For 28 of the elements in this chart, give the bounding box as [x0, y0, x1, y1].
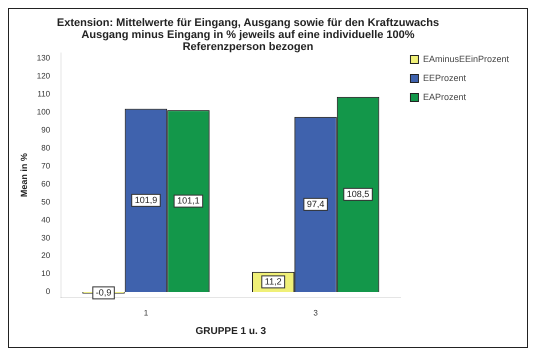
- chart-title: Extension: Mittelwerte für Eingang, Ausgang sowie für den Kraftzuwachs Ausgang minus Eingang in % jeweils auf eine individuelle 100% Referenzperson bezogen: [56, 16, 440, 53]
- y-tick-label: 50: [41, 197, 51, 206]
- y-tick-label: 40: [41, 215, 51, 224]
- y-tick-label: 90: [41, 125, 51, 134]
- data-label: 101,9: [134, 194, 158, 205]
- y-tick-label: 80: [41, 143, 51, 152]
- y-tick-label: 70: [41, 161, 51, 170]
- data-label: 11,2: [264, 276, 282, 286]
- data-label: -0,9: [96, 287, 112, 298]
- data-label: 101,1: [177, 196, 200, 206]
- legend-label: EEProzent: [422, 72, 466, 83]
- x-tick-label: 1: [144, 308, 149, 318]
- y-tick-label: 10: [41, 269, 51, 278]
- y-tick-label: 100: [36, 107, 51, 116]
- y-tick-label: 120: [36, 71, 51, 80]
- y-tick-label: 0: [46, 287, 51, 296]
- legend-label: EAProzent: [422, 92, 466, 102]
- x-tick-label: 3: [313, 308, 318, 318]
- y-axis-title: Mean in %: [18, 153, 29, 198]
- data-label: 97,4: [306, 198, 324, 209]
- y-tick-label: 130: [36, 53, 51, 62]
- legend-label: EAminusEEinProzent: [422, 54, 510, 64]
- x-axis-title: GRUPPE 1 u. 3: [196, 326, 267, 337]
- y-tick-label: 20: [41, 251, 51, 260]
- data-label: 108,5: [346, 188, 370, 199]
- y-tick-label: 110: [37, 89, 51, 98]
- y-tick-label: 30: [41, 233, 51, 242]
- y-tick-label: 60: [41, 179, 51, 188]
